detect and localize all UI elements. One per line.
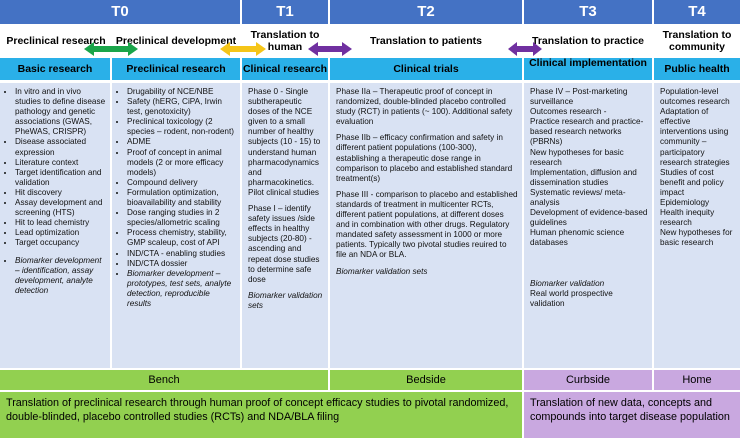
ph-line: Health inequity research	[660, 208, 715, 228]
list-item: Safety (hERG, CiPA, Irwin test, genotoxi…	[127, 97, 236, 117]
clinical-implementation-column: Phase IV – Post-marketing surveillance O…	[524, 83, 652, 368]
list-item: Lead optimization	[15, 228, 106, 238]
ph-line: Population-level outcomes research	[660, 87, 730, 107]
list-item: Compound delivery	[127, 178, 236, 188]
clinical-trials-column: Phase IIa – Therapeutic proof of concept…	[330, 83, 522, 368]
impl-line: Implementation, diffusion and disseminat…	[530, 167, 637, 187]
impl-line: Development of evidence-based guidelines	[530, 208, 648, 228]
double-arrow-yellow-icon	[220, 42, 266, 56]
impl-line: Human phenomic science databases	[530, 228, 625, 248]
phase-t0: T0	[0, 0, 240, 24]
double-arrow-purple-1-icon	[308, 42, 352, 56]
list-item: IND/CTA dossier	[127, 259, 236, 269]
clinical-research-column: Phase 0 - Single subtherapeutic doses of…	[242, 83, 328, 368]
stage-translation-to-practice: Translation to practice	[531, 35, 645, 47]
list-item: In vitro and in vivo studies to define d…	[15, 87, 106, 137]
list-item: Process chemistry, stability, GMP scaleu…	[127, 228, 236, 248]
preclinical-list: Drugability of NCE/NBE Safety (hERG, CiP…	[118, 87, 236, 309]
ph-line: Adaptation of effective interventions us…	[660, 107, 730, 167]
stage-preclinical-research: Preclinical research	[6, 35, 106, 47]
list-item: Literature context	[15, 158, 106, 168]
bedside-label: Bedside	[330, 370, 522, 390]
phase-t3: T3	[524, 0, 652, 24]
list-item: Disease associated expression	[15, 137, 106, 157]
curbside-home-summary: Translation of new data, concepts and co…	[524, 392, 740, 438]
header-clinical-research: Clinical research	[242, 58, 328, 80]
phase-2b-text: Phase IIb – efficacy confirmation and sa…	[336, 133, 513, 183]
phase-t2-label: T2	[417, 3, 435, 20]
bench-label: Bench	[0, 370, 328, 390]
biomarker-validation-t3: Biomarker validation	[530, 278, 605, 288]
list-item: Target occupancy	[15, 238, 106, 248]
real-world-validation: Real world prospective validation	[530, 288, 613, 308]
stage-translation-to-community: Translation to community	[662, 29, 732, 53]
impl-line: Outcomes research -	[530, 107, 607, 117]
list-item: Assay development and screening (HTS)	[15, 198, 106, 218]
phase-3-text: Phase III - comparison to placebo and es…	[336, 189, 518, 260]
phase-t1-label: T1	[276, 3, 294, 20]
basic-research-column: In vitro and in vivo studies to define d…	[0, 83, 110, 368]
list-item: Biomarker development – prototypes, test…	[127, 269, 236, 309]
list-item: Hit to lead chemistry	[15, 218, 106, 228]
double-arrow-green-icon	[84, 42, 138, 56]
biomarker-validation-t1: Biomarker validation sets	[248, 290, 323, 310]
ph-line: Studies of cost benefit and policy impac…	[660, 167, 724, 197]
biomarker-development: Biomarker development – identification, …	[15, 256, 106, 296]
phase-t3-label: T3	[579, 3, 597, 20]
phase-0-text: Phase 0 - Single subtherapeutic doses of…	[248, 87, 321, 197]
biomarker-validation-t2: Biomarker validation sets	[336, 266, 428, 276]
list-item: ADME	[127, 137, 236, 147]
list-item: Hit discovery	[15, 188, 106, 198]
list-item: Proof of concept in animal models (2 or …	[127, 148, 236, 178]
header-preclinical-research: Preclinical research	[112, 58, 240, 80]
list-item: Dose ranging studies in 2 species/allome…	[127, 208, 236, 228]
header-public-health: Public health	[654, 58, 740, 80]
basic-research-list: In vitro and in vivo studies to define d…	[6, 87, 106, 249]
stage-translation-to-patients: Translation to patients	[369, 35, 482, 47]
header-clinical-trials: Clinical trials	[330, 58, 522, 80]
home-label: Home	[654, 370, 740, 390]
preclinical-research-column: Drugability of NCE/NBE Safety (hERG, CiP…	[112, 83, 240, 368]
double-arrow-purple-2-icon	[508, 42, 542, 56]
list-item: Formulation optimization, bioavailabilit…	[127, 188, 236, 208]
phase-t0-label: T0	[111, 3, 129, 20]
phase-1-text: Phase I – identify safety issues /side e…	[248, 204, 320, 284]
list-item: IND/CTA - enabling studies	[127, 249, 236, 259]
header-clinical-implementation: Clinical implementation	[524, 58, 652, 80]
phase-t1: T1	[242, 0, 328, 24]
bench-bedside-summary: Translation of preclinical research thro…	[0, 392, 522, 438]
impl-line: New hypotheses for basic research	[530, 147, 624, 167]
public-health-column: Population-level outcomes research Adapt…	[654, 83, 740, 368]
list-item: Drugability of NCE/NBE	[127, 87, 236, 97]
header-basic-research: Basic research	[0, 58, 110, 80]
curbside-label: Curbside	[524, 370, 652, 390]
stage-preclinical-development: Preclinical development	[115, 35, 237, 47]
list-item: Target identification and validation	[15, 168, 106, 188]
list-item: Preclinical toxicology (2 species – rode…	[127, 117, 236, 137]
phase-t4: T4	[654, 0, 740, 24]
ph-line: Epidemiology	[660, 198, 710, 208]
phase-t2: T2	[330, 0, 522, 24]
phase-2a-text: Phase IIa – Therapeutic proof of concept…	[336, 87, 513, 127]
impl-line: Systematic reviews/ meta-analysis	[530, 187, 626, 208]
phase-t4-label: T4	[688, 3, 706, 20]
stage-translation-to-human: Translation to human	[250, 29, 320, 53]
impl-line: Phase IV – Post-marketing surveillance	[530, 87, 628, 107]
impl-line: Practice research and practice-based res…	[530, 117, 644, 147]
ph-line: New hypotheses for basic research	[660, 228, 733, 248]
